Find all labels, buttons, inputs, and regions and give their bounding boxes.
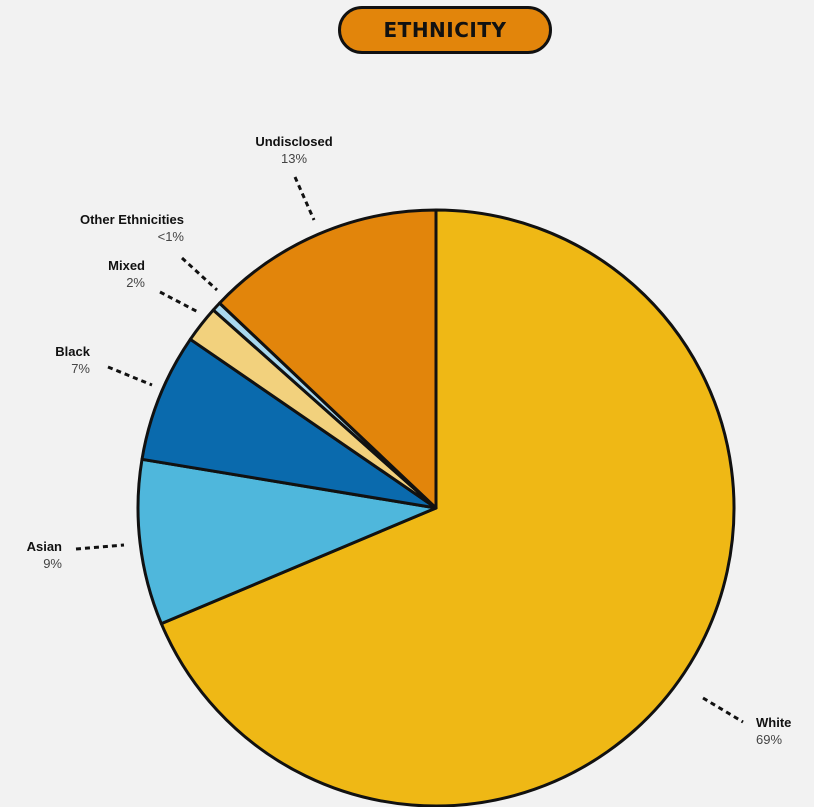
slice-label-undisclosed: Undisclosed: [255, 134, 332, 149]
slice-value-undisclosed: 13%: [281, 151, 307, 166]
slice-label-other-ethnicities: Other Ethnicities: [80, 212, 184, 227]
slice-value-mixed: 2%: [126, 275, 145, 290]
pie-slice-white: [159, 208, 736, 807]
slice-label-asian: Asian: [27, 539, 62, 554]
slice-value-other-ethnicities: <1%: [158, 229, 185, 244]
leader-line-white: [702, 696, 744, 724]
leader-line-asian: [75, 543, 125, 551]
pie-slice-black: [140, 337, 438, 510]
pie-slice-undisclosed: [218, 208, 438, 510]
slice-label-black: Black: [55, 344, 90, 359]
slice-label-mixed: Mixed: [108, 258, 145, 273]
leader-line-black: [107, 365, 153, 387]
leader-line-undisclosed: [293, 176, 316, 221]
slice-value-white: 69%: [756, 732, 782, 747]
leader-line-other-ethnicities: [180, 256, 219, 292]
chart-title: ETHNICITY: [338, 6, 552, 54]
pie-slice-asian: [136, 457, 438, 626]
slice-value-asian: 9%: [43, 556, 62, 571]
slice-label-white: White: [756, 715, 791, 730]
leader-line-mixed: [159, 290, 199, 314]
slice-value-black: 7%: [71, 361, 90, 376]
